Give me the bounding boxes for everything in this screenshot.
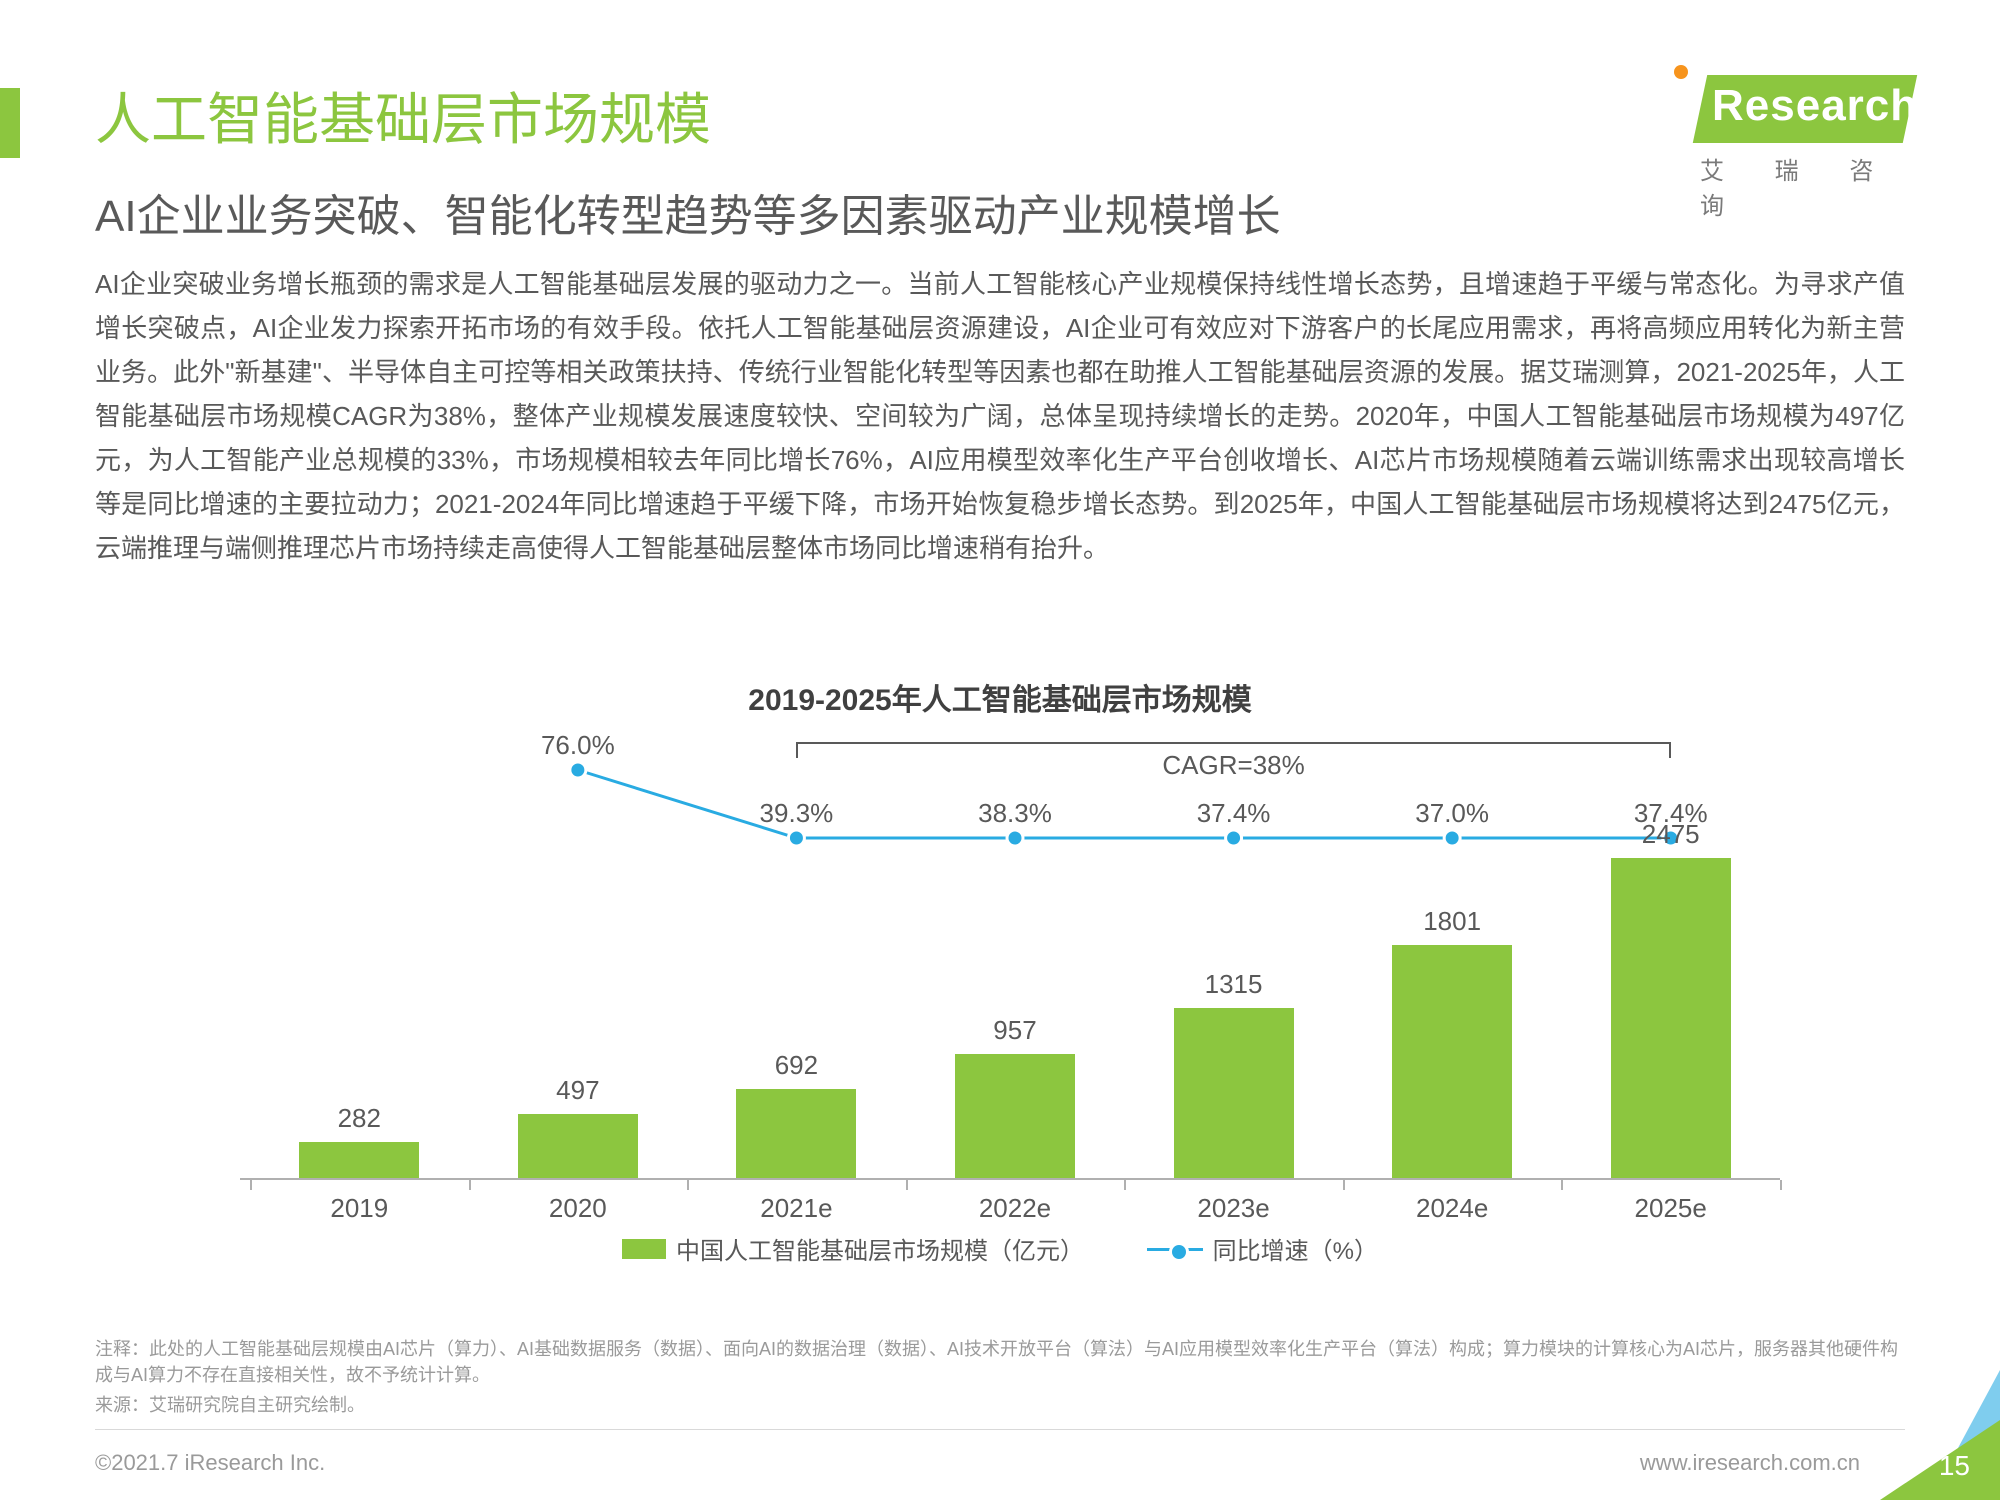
line-value-label: 37.4% — [1634, 798, 1708, 829]
bar — [1392, 945, 1512, 1178]
chart-title: 2019-2025年人工智能基础层市场规模 — [0, 675, 2000, 719]
legend-bar: 中国人工智能基础层市场规模（亿元） — [622, 1231, 1084, 1266]
bar — [1174, 1008, 1294, 1178]
x-axis — [240, 1178, 1780, 1180]
x-axis-label: 2023e — [1197, 1193, 1269, 1224]
footnote-source: 来源：艾瑞研究院自主研究绘制。 — [95, 1392, 1905, 1418]
cagr-label: CAGR=38% — [1162, 750, 1304, 781]
bar-value-label: 497 — [556, 1075, 599, 1106]
legend-line-swatch — [1147, 1239, 1203, 1259]
logo-dot-icon — [1674, 65, 1688, 79]
bar — [1611, 858, 1731, 1178]
line-value-label: 38.3% — [978, 798, 1052, 829]
accent-bar — [0, 88, 20, 158]
page-title: 人工智能基础层市场规模 — [95, 75, 711, 156]
legend-bar-swatch — [622, 1239, 666, 1259]
market-size-chart: 2019 282 2020 497 2021e 692 2022e 957 2023e 1315 2… — [180, 720, 1820, 1260]
legend-line: 同比增速（%） — [1147, 1231, 1378, 1266]
slide: 人工智能基础层市场规模 AI企业业务突破、智能化转型趋势等多因素驱动产业规模增长… — [0, 0, 2000, 1500]
bar-value-label: 1801 — [1423, 906, 1481, 937]
bar — [299, 1142, 419, 1178]
bar-value-label: 282 — [338, 1103, 381, 1134]
line-value-label: 37.4% — [1197, 798, 1271, 829]
bar-value-label: 1315 — [1205, 969, 1263, 1000]
legend-bar-label: 中国人工智能基础层市场规模（亿元） — [676, 1231, 1084, 1266]
x-axis-label: 2021e — [760, 1193, 832, 1224]
x-axis-label: 2020 — [549, 1193, 607, 1224]
legend: 中国人工智能基础层市场规模（亿元） 同比增速（%） — [180, 1231, 1820, 1266]
iresearch-logo: i Research 艾 瑞 咨 询 — [1650, 75, 1910, 147]
footnote-note: 注释：此处的人工智能基础层规模由AI芯片（算力）、AI基础数据服务（数据）、面向… — [95, 1336, 1905, 1388]
copyright: ©2021.7 iResearch Inc. — [95, 1450, 325, 1476]
page-subtitle: AI企业业务突破、智能化转型趋势等多因素驱动产业规模增长 — [95, 180, 1281, 244]
plot-area: 2019 282 2020 497 2021e 692 2022e 957 2023e 1315 2… — [180, 720, 1820, 1260]
x-axis-label: 2022e — [979, 1193, 1051, 1224]
x-axis-label: 2025e — [1635, 1193, 1707, 1224]
page-number: 15 — [1939, 1450, 1970, 1482]
line-value-label: 37.0% — [1415, 798, 1489, 829]
logo-mark: i Research — [1650, 75, 1910, 147]
x-axis-label: 2019 — [330, 1193, 388, 1224]
website-url: www.iresearch.com.cn — [1640, 1450, 1860, 1476]
bar — [736, 1089, 856, 1178]
logo-subtext: 艾 瑞 咨 询 — [1700, 151, 1910, 221]
logo-wordmark: Research — [1712, 81, 1918, 131]
body-paragraph: AI企业突破业务增长瓶颈的需求是人工智能基础层发展的驱动力之一。当前人工智能核心… — [95, 262, 1905, 570]
x-axis-label: 2024e — [1416, 1193, 1488, 1224]
bar — [955, 1054, 1075, 1178]
bar-value-label: 957 — [993, 1015, 1036, 1046]
line-value-label: 76.0% — [541, 730, 615, 761]
legend-line-label: 同比增速（%） — [1213, 1231, 1378, 1266]
footer-separator — [95, 1429, 1905, 1430]
logo-prefix: i — [1660, 81, 1672, 131]
bar — [518, 1114, 638, 1178]
line-value-label: 39.3% — [760, 798, 834, 829]
bar-value-label: 692 — [775, 1050, 818, 1081]
cagr-bracket — [796, 742, 1670, 744]
